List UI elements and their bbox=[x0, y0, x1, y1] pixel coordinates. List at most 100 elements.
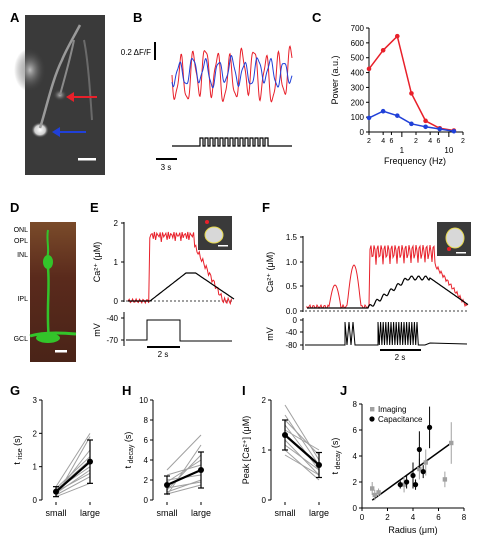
tick-label-h-y-3: 6 bbox=[144, 436, 149, 445]
tick-label-g-y-1: 1 bbox=[33, 463, 38, 472]
tick-label-g-y-0: 0 bbox=[33, 496, 38, 505]
point-c-1-2 bbox=[394, 113, 400, 118]
pair-line-h-5 bbox=[166, 459, 202, 483]
tick-label-c-x-minor-1: 4 bbox=[381, 138, 385, 145]
pair-line-h-9 bbox=[166, 484, 202, 495]
tick-label-h-y-2: 4 bbox=[144, 456, 149, 465]
trace-b-blue bbox=[171, 54, 293, 89]
mean-point-g-0 bbox=[53, 488, 59, 495]
tick-label-j-x-3: 6 bbox=[436, 513, 441, 522]
tick-e-ca-0: 0 bbox=[114, 297, 119, 306]
point-c-0-3 bbox=[409, 91, 414, 96]
tick-label-i-y-0: 0 bbox=[262, 496, 267, 505]
tick-f-ca-3: 1.5 bbox=[286, 233, 298, 242]
tick-label-j-x-4: 8 bbox=[462, 513, 467, 522]
tick-label-j-y-1: 2 bbox=[353, 478, 358, 487]
tick-label-c-x-major-1: 10 bbox=[444, 146, 453, 155]
panel-label-j: J bbox=[340, 383, 347, 398]
tick-label-c-y-0: 0 bbox=[360, 128, 365, 137]
point-j-imaging-0 bbox=[370, 486, 375, 491]
pair-line-g-7 bbox=[55, 482, 91, 498]
tick-label-c-y-7: 700 bbox=[351, 24, 365, 33]
tick-label-c-x-minor-5: 6 bbox=[436, 138, 440, 145]
point-c-0-0 bbox=[366, 66, 372, 72]
pair-line-i-8 bbox=[284, 454, 320, 476]
point-j-capacitance-1 bbox=[404, 479, 410, 485]
point-c-1-0 bbox=[366, 115, 372, 121]
tick-f-ca-1: 0.5 bbox=[286, 282, 298, 291]
chart-h: 0 2 4 6 8 10 t decay (s) small large bbox=[123, 396, 211, 518]
panel-label-d: D bbox=[10, 200, 19, 215]
tick-label-j-y-3: 6 bbox=[353, 426, 358, 435]
tick-e-mv-0: -40 bbox=[106, 314, 118, 323]
category-g-small: small bbox=[45, 508, 66, 518]
point-c-1-4 bbox=[423, 124, 428, 130]
layer-label-opl: OPL bbox=[14, 238, 28, 245]
pair-line-g-9 bbox=[55, 469, 91, 494]
tick-label-c-y-5: 500 bbox=[351, 54, 365, 63]
tick-f-mv-1: -40 bbox=[285, 328, 297, 337]
tick-label-h-y-0: 0 bbox=[144, 496, 149, 505]
axis-f-ca-ylabel: Ca²⁺ (μM) bbox=[265, 252, 275, 292]
point-c-0-2 bbox=[394, 33, 400, 39]
pair-line-i-1 bbox=[284, 419, 320, 456]
point-j-imaging-2 bbox=[376, 490, 381, 495]
mean-point-h-0 bbox=[164, 482, 170, 488]
tick-e-mv-1: -70 bbox=[106, 336, 118, 345]
tick-label-j-x-2: 4 bbox=[411, 513, 416, 522]
category-h-small: small bbox=[156, 508, 177, 518]
axis-i-ylabel: Peak [Ca²⁺] (μM) bbox=[241, 416, 251, 484]
category-i-large: large bbox=[309, 508, 329, 518]
point-c-1-3 bbox=[409, 121, 414, 127]
chart-g: 0 1 2 3 t rise (s) small large bbox=[12, 396, 100, 518]
point-j-capacitance-3 bbox=[412, 482, 419, 488]
tick-e-ca-1: 1 bbox=[114, 258, 119, 267]
tick-label-c-x-minor-6: 2 bbox=[461, 138, 465, 145]
point-j-imaging-4 bbox=[417, 466, 422, 472]
chart-i: 0 1 2 Peak [Ca²⁺] (μM) small large bbox=[241, 396, 329, 518]
chart-j: 0 2 4 6 8 0 2 4 6 8 t decay (s) Radius (μm) ImagingC… bbox=[330, 400, 467, 535]
trace-e-red bbox=[127, 231, 232, 306]
point-j-imaging-3 bbox=[401, 482, 407, 487]
point-j-capacitance-4 bbox=[416, 446, 422, 453]
category-i-small: small bbox=[274, 508, 295, 518]
legend-j-imaging-label: Imaging bbox=[378, 405, 406, 414]
mean-point-i-1 bbox=[316, 462, 322, 468]
tick-label-j-x-0: 0 bbox=[360, 513, 365, 522]
mean-line-h bbox=[166, 468, 202, 487]
trace-b-red bbox=[171, 45, 293, 103]
mean-point-i-0 bbox=[282, 432, 288, 438]
tick-label-i-y-2: 2 bbox=[262, 396, 267, 405]
pair-line-g-8 bbox=[55, 459, 91, 491]
point-j-imaging-6 bbox=[442, 477, 448, 482]
retina-scalebar bbox=[55, 350, 67, 353]
inset-e bbox=[198, 216, 232, 250]
pair-line-h-4 bbox=[166, 479, 202, 493]
category-h-large: large bbox=[191, 508, 211, 518]
pair-line-h-7 bbox=[166, 481, 202, 489]
panel-label-f: F bbox=[262, 200, 270, 215]
pair-line-i-0 bbox=[284, 404, 320, 461]
panel-b: 0.2 ΔF/F 3 s bbox=[121, 42, 293, 172]
point-c-1-5 bbox=[437, 126, 443, 132]
axis-j-ylabel: t decay (s) bbox=[330, 438, 342, 475]
scalebar-b-x-label: 3 s bbox=[161, 163, 172, 172]
tick-label-c-y-2: 200 bbox=[351, 98, 365, 107]
layer-label-inl: INL bbox=[17, 252, 28, 259]
layer-labels: ONL OPL INL IPL GCL bbox=[14, 227, 29, 343]
layer-label-gcl: GCL bbox=[14, 336, 29, 343]
tick-label-c-y-3: 300 bbox=[351, 83, 365, 92]
axis-e-ca-ylabel: Ca²⁺ (μM) bbox=[92, 242, 102, 282]
tick-label-g-y-3: 3 bbox=[33, 396, 38, 405]
tick-f-mv-2: -80 bbox=[285, 341, 297, 350]
legend-j-capacitance-label: Capacitance bbox=[378, 415, 423, 424]
pair-line-g-3 bbox=[55, 476, 91, 496]
trace-e-black bbox=[128, 272, 235, 302]
tick-label-j-y-2: 4 bbox=[353, 452, 358, 461]
trace-f-red bbox=[306, 244, 468, 309]
point-j-capacitance-2 bbox=[410, 472, 416, 479]
micrograph-scalebar bbox=[78, 158, 96, 161]
blue-arrow-icon bbox=[52, 127, 86, 137]
category-g-large: large bbox=[80, 508, 100, 518]
red-arrow-icon bbox=[66, 92, 97, 102]
